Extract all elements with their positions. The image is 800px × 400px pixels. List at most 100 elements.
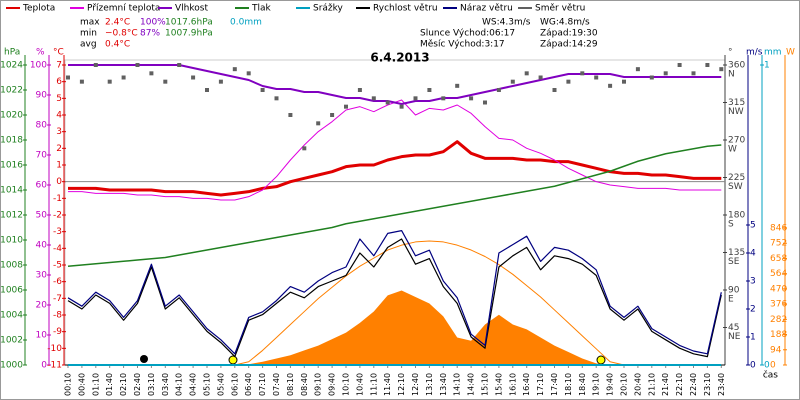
direction-point	[496, 88, 501, 92]
x-tick-label: 00:40	[77, 373, 86, 396]
y-tick-label: 1014	[0, 186, 23, 196]
direction-point	[580, 71, 585, 76]
x-tick-label: 16:10	[508, 373, 517, 396]
series-line	[68, 64, 722, 105]
y-tick-label: 1020	[0, 111, 23, 121]
y-tick-label: -2	[53, 211, 62, 221]
y-tick-label: 1004	[0, 311, 23, 321]
y-tick-label: 1024	[0, 61, 23, 71]
y-tick-label: 1006	[0, 286, 23, 296]
y-tick-label: -9	[53, 327, 62, 337]
y-tick-label: 80	[36, 121, 48, 131]
direction-point	[483, 100, 487, 105]
x-tick-label: 13:10	[425, 373, 434, 396]
stat-value: 2.4°C	[105, 18, 130, 28]
direction-point	[232, 67, 237, 72]
stat-value: 1017.6hPa	[165, 18, 213, 28]
axis-unit: hPa	[4, 48, 20, 58]
legend-label: Směr větru	[535, 4, 585, 14]
x-tick-label: 15:40	[494, 373, 503, 396]
y-tick-label: 60	[36, 181, 48, 191]
direction-point	[691, 71, 696, 76]
radiation-area	[68, 290, 722, 365]
x-tick-label: 23:40	[717, 373, 726, 396]
direction-point	[246, 71, 251, 76]
direction-point	[93, 63, 98, 67]
series-line	[67, 238, 722, 358]
direction-point	[427, 88, 432, 92]
x-tick-label: 01:40	[105, 373, 114, 396]
stat-label: avg	[80, 40, 97, 50]
y-tick-label: 30	[36, 271, 48, 281]
y-tick-label: 94	[770, 345, 782, 355]
axis-unit: mm	[764, 48, 782, 58]
sunrise-marker	[228, 355, 238, 365]
direction-label: NW	[728, 107, 744, 117]
legend-label: Tlak	[251, 4, 272, 14]
y-tick-label: -5	[53, 261, 62, 271]
direction-point	[552, 88, 557, 92]
direction-label: E	[728, 295, 734, 305]
y-tick-label: 1022	[0, 86, 23, 96]
direction-label: SE	[728, 257, 740, 267]
legend-label: Náraz větru	[460, 4, 513, 14]
x-tick-label: 21:40	[661, 373, 670, 396]
x-tick-label: 13:40	[439, 373, 448, 396]
x-tick-label: 03:10	[147, 373, 156, 396]
y-tick-label: 5	[750, 221, 756, 231]
y-tick-label: -6	[53, 277, 62, 287]
y-tick-label: 1016	[0, 161, 23, 171]
y-tick-label: 40	[36, 241, 48, 251]
x-tick-label: 06:40	[244, 373, 253, 396]
direction-label: N	[728, 70, 735, 80]
y-tick-label: 1010	[0, 236, 23, 246]
y-tick-label: -1	[53, 194, 62, 204]
y-tick-label: 10	[36, 331, 48, 341]
direction-point	[357, 88, 362, 92]
y-tick-label: 752	[770, 239, 787, 249]
y-tick-label: 470	[770, 284, 787, 294]
x-tick-label: 04:10	[175, 373, 184, 396]
x-tick-label: 01:10	[91, 373, 100, 396]
direction-point	[330, 113, 335, 117]
y-tick-label: -11	[47, 361, 62, 371]
y-tick-label: -4	[53, 244, 62, 254]
y-tick-label: 70	[36, 151, 48, 161]
x-tick-label: 12:10	[397, 373, 406, 396]
sunset-marker	[596, 355, 606, 365]
stat-label: max	[80, 18, 100, 28]
y-tick-label: 20	[36, 301, 48, 311]
y-tick-label: 0	[764, 361, 770, 371]
info: Měsíc Východ:3:17	[420, 40, 505, 50]
axis-unit: °C	[53, 48, 64, 58]
direction-point	[79, 79, 84, 84]
x-tick-label: 08:10	[286, 373, 295, 396]
stat-value: 0.4°C	[105, 40, 130, 50]
series-line	[67, 230, 722, 355]
y-tick-label: 50	[36, 211, 48, 221]
legend-label: Teplota	[22, 4, 55, 14]
series-line	[67, 144, 722, 267]
direction-point	[302, 146, 307, 151]
x-tick-label: 00:10	[64, 373, 73, 396]
legend-label: Srážky	[313, 4, 344, 14]
y-tick-label: 315	[728, 98, 745, 108]
info: WG:4.8m/s	[540, 18, 590, 28]
x-tick-label: 10:40	[355, 373, 364, 396]
x-tick-label: 15:10	[481, 373, 490, 396]
x-tick-label: 12:40	[411, 373, 420, 396]
y-tick-label: 45	[728, 323, 739, 333]
direction-point	[218, 79, 223, 84]
y-tick-label: 135	[728, 248, 745, 258]
y-tick-label: 2	[56, 144, 62, 154]
info: Slunce Východ:06:17	[420, 29, 515, 39]
stat-value: −0.8°C	[105, 29, 138, 39]
direction-label: NE	[728, 332, 741, 342]
stat-value: 0.0mm	[230, 18, 262, 28]
direction-point	[594, 75, 599, 80]
x-tick-label: 05:10	[203, 373, 212, 396]
x-tick-label: 09:40	[328, 373, 337, 396]
axis-unit: %	[36, 48, 45, 58]
legend-label: Rychlost větru	[373, 4, 438, 14]
y-tick-label: -8	[53, 311, 62, 321]
